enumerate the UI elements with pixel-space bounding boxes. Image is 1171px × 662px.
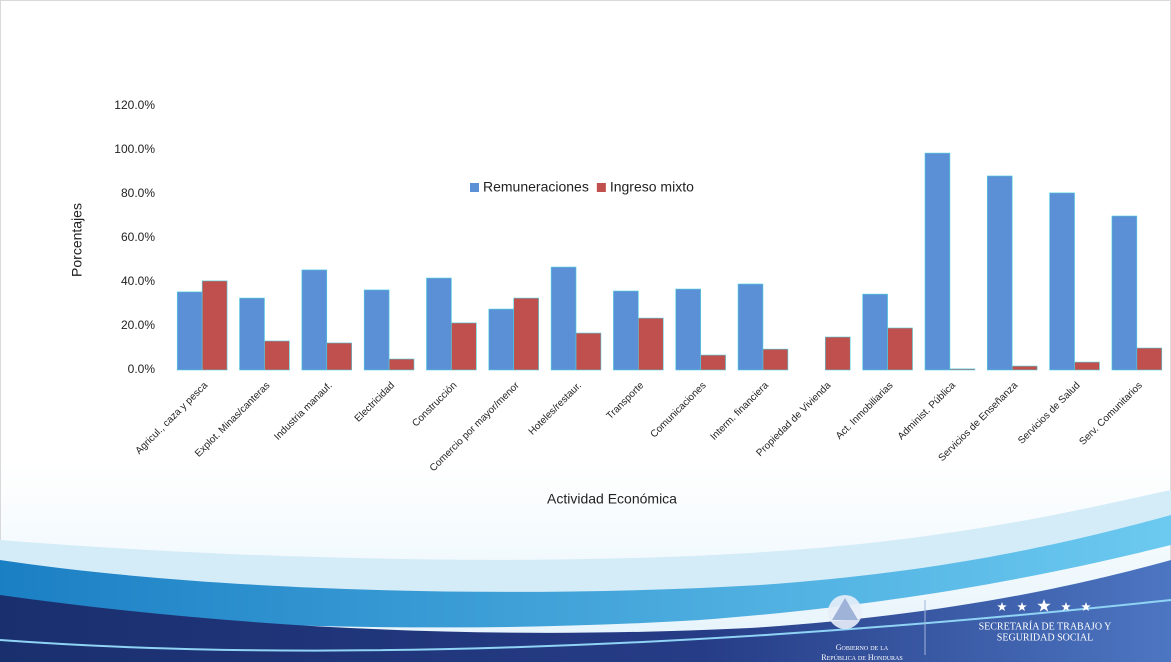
government-line: República de Honduras [821,653,902,662]
bar [575,332,602,371]
government-line: Gobierno de la [836,643,889,652]
legend-swatch [596,183,606,192]
bar [550,266,577,371]
bar [638,317,664,371]
y-tick-label: 60.0% [121,230,155,244]
y-tick-label: 80.0% [121,186,155,200]
ministry-line: SECRETARÍA DE TRABAJO Y [979,620,1112,632]
bar [264,340,290,371]
bar [176,291,203,371]
bar [949,368,976,371]
bar [700,354,726,371]
ministry-line: SEGURIDAD SOCIAL [997,632,1093,643]
x-axis-title: Actividad Económica [547,491,677,507]
bar [451,322,477,371]
y-tick-label: 20.0% [121,318,155,332]
y-tick-label: 0.0% [128,362,156,376]
bar [388,358,415,371]
y-tick-label: 40.0% [121,274,155,288]
legend-label: Remuneraciones [483,179,589,195]
bar [301,269,328,371]
bar [1074,361,1100,371]
bar [201,280,228,371]
bar [887,327,913,371]
legend-swatch [470,183,479,192]
wave-light [0,490,1171,609]
bar [762,348,789,371]
emblem-detail [832,598,858,620]
y-tick-label: 120.0% [114,98,155,112]
bar [1049,192,1075,371]
legend-label: Ingreso mixto [610,179,694,195]
bar [1011,365,1038,371]
y-axis-title: Porcentajes [69,203,85,277]
bar [675,288,701,371]
bar [513,297,539,371]
bar [613,290,639,371]
y-tick-label: 100.0% [114,142,155,156]
bar [488,308,515,371]
wave-navy [0,560,1171,662]
bar [326,342,353,371]
bar [1111,215,1138,371]
bar [824,336,851,371]
bar [426,277,452,371]
wave-cyan [0,515,1171,628]
bar [737,283,764,371]
bar [239,297,265,371]
wave-line [0,599,1171,652]
bar [924,152,951,371]
bar [363,289,390,371]
bar [1136,347,1163,371]
bar [986,175,1013,371]
bar [862,293,888,371]
